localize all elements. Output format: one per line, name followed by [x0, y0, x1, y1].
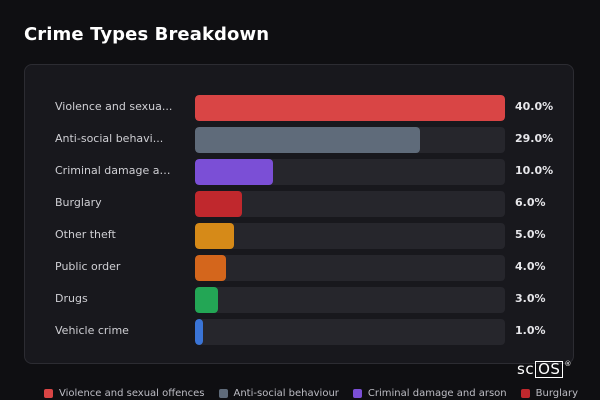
bar-fill — [195, 255, 226, 281]
logo-text: sc — [517, 360, 535, 378]
bar-label: Violence and sexua... — [55, 100, 173, 113]
bar-label: Drugs — [55, 292, 88, 305]
legend-item: Criminal damage and arson — [352, 387, 507, 399]
bar-row: Criminal damage an... 10.0% — [25, 159, 575, 185]
chart-card: Violence and sexua... 40.0% Anti-social be… — [24, 64, 574, 364]
bar-track — [195, 319, 505, 345]
bar-label: Vehicle crime — [55, 324, 129, 337]
bar-track — [195, 95, 505, 121]
bar-fill — [195, 223, 234, 249]
bar-row: Burglary 6.0% — [25, 191, 575, 217]
bar-track — [195, 287, 505, 313]
bar-track — [195, 223, 505, 249]
logo-registered-mark: ® — [564, 360, 572, 368]
bar-value-label: 10.0% — [515, 164, 554, 177]
legend-label: Burglary — [535, 387, 579, 399]
bar-label: Criminal damage an... — [55, 164, 175, 177]
legend-swatch — [218, 388, 228, 398]
bar-track — [195, 127, 505, 153]
bar-row: Anti-social behavi... 29.0% — [25, 127, 575, 153]
bar-fill — [195, 95, 505, 121]
bar-label: Other theft — [55, 228, 116, 241]
bar-value-label: 5.0% — [515, 228, 546, 241]
bar-row: Vehicle crime 1.0% — [25, 319, 575, 345]
bar-track — [195, 191, 505, 217]
bar-value-label: 3.0% — [515, 292, 546, 305]
bar-row: Public order 4.0% — [25, 255, 575, 281]
bar-track — [195, 255, 505, 281]
bar-track — [195, 159, 505, 185]
legend-label: Anti-social behaviour — [233, 387, 339, 399]
bar-value-label: 40.0% — [515, 100, 554, 113]
bar-label: Anti-social behavi... — [55, 132, 164, 145]
legend-item: Violence and sexual offences — [44, 388, 205, 399]
bar-fill — [195, 159, 273, 185]
bar-row: Other theft 5.0% — [25, 223, 575, 249]
legend-label: Violence and sexual offences — [59, 387, 205, 399]
bar-label: Burglary — [55, 196, 102, 209]
bar-label: Public order — [55, 260, 121, 273]
scos-logo: sc OS ® — [517, 360, 572, 378]
bar-value-label: 1.0% — [515, 324, 546, 337]
bar-fill — [195, 191, 242, 217]
bar-row: Violence and sexua... 40.0% — [25, 95, 575, 121]
legend-swatch — [44, 388, 53, 398]
legend-swatch — [520, 388, 530, 398]
bar-row: Drugs 3.0% — [25, 287, 575, 313]
bar-value-label: 6.0% — [515, 196, 546, 209]
legend-label: Criminal damage and arson — [367, 387, 507, 399]
bar-value-label: 29.0% — [515, 132, 554, 145]
page-title: Crime Types Breakdown — [24, 24, 270, 45]
legend-item: Burglary — [520, 387, 579, 399]
logo-box-text: OS — [535, 360, 564, 378]
bar-value-label: 4.0% — [515, 260, 546, 273]
bar-fill — [195, 287, 219, 313]
bar-fill — [195, 319, 203, 345]
legend-swatch — [352, 388, 362, 398]
chart-legend: Violence and sexual offences Anti-social … — [44, 386, 600, 400]
bar-fill — [195, 127, 420, 153]
legend-item: Anti-social behaviour — [218, 387, 339, 399]
